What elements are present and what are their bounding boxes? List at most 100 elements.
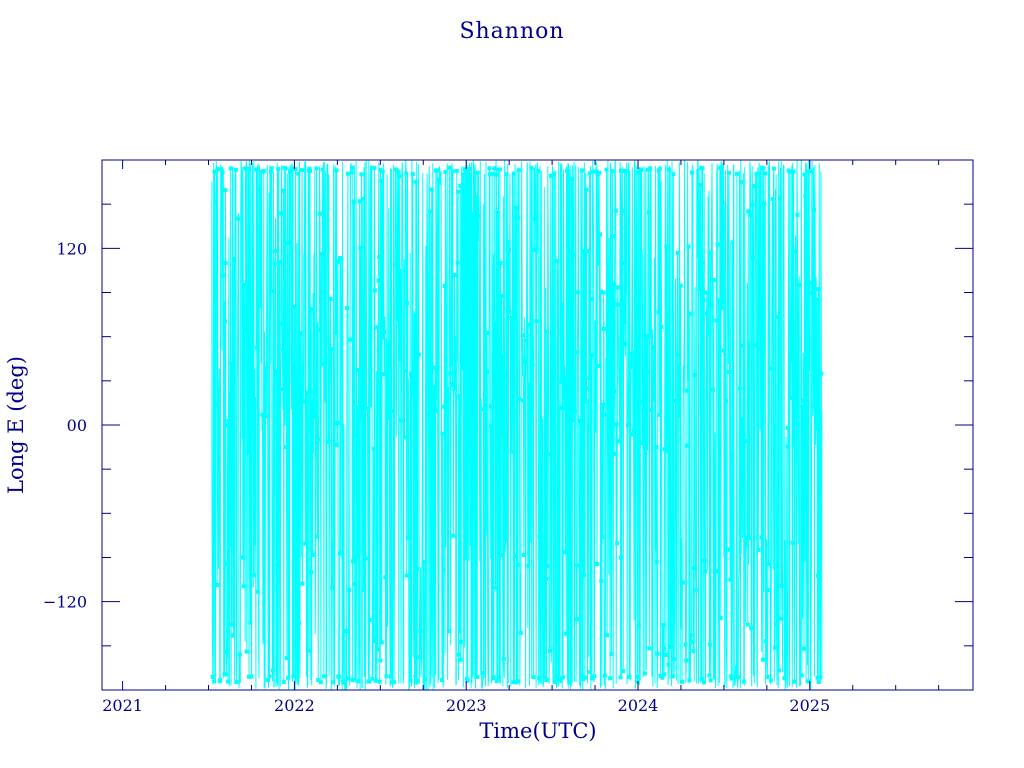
data-point bbox=[675, 250, 680, 255]
data-point bbox=[384, 674, 389, 679]
data-point bbox=[422, 560, 427, 565]
data-point bbox=[426, 412, 431, 417]
data-point bbox=[687, 311, 692, 316]
data-point bbox=[698, 183, 703, 188]
data-point bbox=[600, 535, 605, 540]
data-point bbox=[225, 423, 230, 428]
data-point bbox=[446, 629, 451, 634]
data-point bbox=[739, 180, 744, 185]
data-point bbox=[329, 347, 334, 352]
data-point bbox=[612, 388, 617, 393]
data-point bbox=[720, 305, 725, 310]
data-point bbox=[598, 232, 603, 237]
data-point bbox=[276, 167, 281, 172]
x-axis-label: Time(UTC) bbox=[479, 719, 596, 743]
data-point bbox=[278, 387, 283, 392]
data-point bbox=[511, 171, 516, 176]
data-point bbox=[646, 210, 651, 215]
y-axis-label: Long E (deg) bbox=[4, 356, 28, 494]
data-point bbox=[602, 326, 606, 331]
data-point bbox=[609, 652, 614, 657]
data-point bbox=[597, 363, 602, 368]
data-point bbox=[689, 639, 694, 644]
data-point bbox=[499, 293, 504, 298]
data-point bbox=[613, 208, 618, 213]
data-point bbox=[628, 432, 633, 437]
data-point bbox=[440, 678, 444, 683]
data-point bbox=[727, 170, 731, 175]
data-point bbox=[358, 416, 363, 421]
data-point bbox=[778, 616, 783, 621]
data-point bbox=[618, 555, 623, 560]
data-point bbox=[706, 331, 711, 336]
data-point bbox=[507, 309, 512, 314]
data-point bbox=[497, 167, 502, 172]
data-point bbox=[666, 662, 671, 667]
data-point bbox=[307, 166, 312, 171]
data-point bbox=[575, 290, 580, 295]
data-point bbox=[557, 676, 562, 681]
data-point bbox=[536, 169, 541, 174]
y-tick-label: 00 bbox=[67, 416, 87, 435]
data-point bbox=[805, 401, 809, 406]
data-point bbox=[399, 418, 404, 423]
data-point bbox=[378, 658, 383, 663]
data-point bbox=[282, 325, 287, 330]
data-point bbox=[768, 678, 773, 683]
data-point bbox=[410, 172, 415, 177]
data-point bbox=[729, 676, 734, 681]
data-point bbox=[310, 552, 315, 557]
data-point bbox=[764, 639, 769, 644]
data-point bbox=[314, 166, 319, 171]
data-point bbox=[778, 196, 782, 201]
data-point bbox=[619, 168, 623, 173]
data-point bbox=[816, 287, 821, 292]
data-point bbox=[318, 211, 322, 216]
data-point bbox=[506, 239, 511, 244]
data-point bbox=[564, 631, 569, 636]
data-point bbox=[303, 541, 308, 546]
data-point bbox=[416, 352, 421, 357]
data-point bbox=[796, 282, 801, 287]
data-point bbox=[537, 534, 542, 539]
data-point bbox=[281, 188, 286, 193]
data-point bbox=[371, 446, 376, 451]
y-axis: 120 00 −120 bbox=[43, 203, 973, 647]
data-point bbox=[751, 184, 756, 188]
data-point bbox=[660, 675, 665, 680]
data-point bbox=[517, 396, 522, 401]
data-point bbox=[580, 168, 585, 173]
data-point bbox=[447, 165, 452, 170]
data-point bbox=[567, 680, 572, 685]
data-point bbox=[380, 169, 385, 174]
data-point bbox=[237, 652, 242, 657]
data-point bbox=[297, 621, 302, 626]
data-point bbox=[640, 399, 645, 404]
data-point bbox=[389, 680, 394, 685]
data-point bbox=[687, 678, 692, 683]
data-point bbox=[406, 535, 410, 540]
data-point bbox=[259, 169, 264, 174]
data-point bbox=[711, 278, 716, 282]
data-point bbox=[701, 298, 706, 303]
data-point bbox=[286, 675, 291, 680]
data-point bbox=[637, 170, 642, 175]
data-point bbox=[288, 169, 293, 174]
data-point bbox=[266, 678, 271, 683]
data-point bbox=[552, 680, 557, 684]
data-point bbox=[353, 582, 358, 586]
data-point bbox=[763, 171, 768, 176]
data-point bbox=[493, 585, 498, 590]
data-point bbox=[372, 165, 377, 170]
data-point bbox=[338, 551, 343, 556]
data-point bbox=[440, 431, 445, 436]
data-point bbox=[578, 419, 582, 423]
data-point bbox=[442, 404, 447, 409]
data-point bbox=[704, 290, 709, 295]
data-point bbox=[248, 620, 253, 625]
data-point bbox=[766, 562, 771, 567]
data-point bbox=[460, 172, 465, 177]
data-point bbox=[678, 283, 683, 288]
data-point bbox=[589, 353, 594, 358]
data-point bbox=[743, 439, 748, 444]
